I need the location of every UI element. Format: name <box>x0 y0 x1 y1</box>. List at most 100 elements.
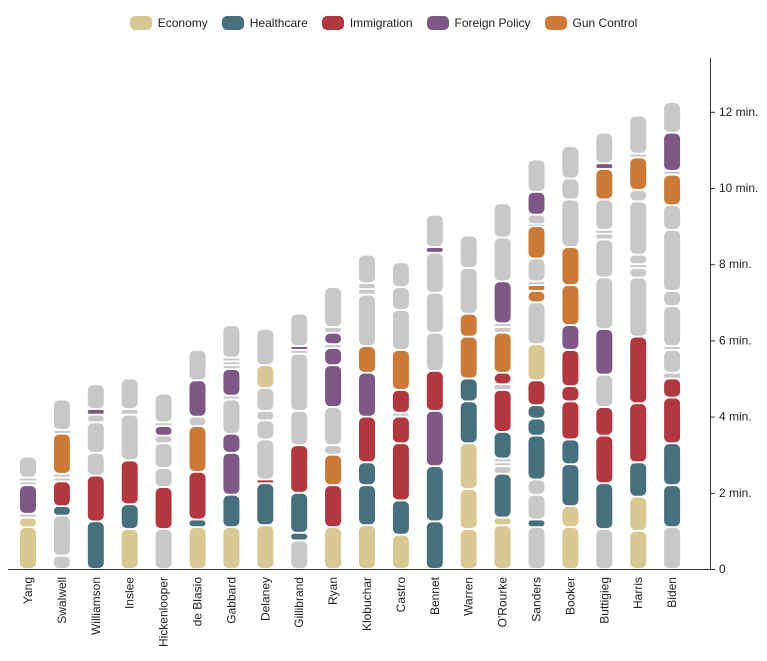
bar-segment-immigration <box>494 390 511 431</box>
bar-segment-foreign-policy <box>426 411 443 466</box>
bar-segment-healthcare <box>291 533 308 540</box>
bar-segment-economy <box>257 366 274 388</box>
bar-segment-other <box>630 154 647 157</box>
bar-segment-other <box>392 287 409 310</box>
bar-segment-healthcare <box>53 507 70 515</box>
bar-segment-other <box>291 350 308 353</box>
bar-segment-gun-control <box>664 175 681 205</box>
bar-segment-other <box>528 224 545 226</box>
bar-segment-healthcare <box>494 474 511 517</box>
bar-segment-other <box>53 478 70 481</box>
bar-segment-other <box>257 421 274 439</box>
bar-segment-other <box>87 415 104 422</box>
bar-segment-foreign-policy <box>325 366 342 407</box>
bar-segment-other <box>291 541 308 569</box>
bar-segment-other <box>562 179 579 199</box>
bar-segment-economy <box>20 518 36 527</box>
bar-segment-other <box>460 268 477 313</box>
bar-segment-economy <box>460 489 477 529</box>
legend-item-gun-control: Gun Control <box>544 16 637 30</box>
bar-segment-other <box>664 527 681 569</box>
bar-segment-healthcare <box>664 444 681 485</box>
bar-segment-foreign-policy <box>426 247 443 252</box>
bar-segment-economy <box>494 526 511 569</box>
legend-item-economy: Economy <box>129 16 208 30</box>
bar-segment-economy <box>630 531 647 569</box>
legend-swatch <box>426 16 449 30</box>
bar-segment-economy <box>20 527 36 569</box>
bar-segment-healthcare <box>189 520 206 527</box>
bar-segment-immigration <box>562 402 579 439</box>
bar-segment-other <box>494 463 511 466</box>
y-tick-label: 0 <box>719 562 726 576</box>
bar-segment-other <box>494 204 511 237</box>
bar-segment-other <box>494 327 511 332</box>
bar-segment-gun-control <box>325 455 342 485</box>
bar-segment-other <box>630 255 647 264</box>
bar-segment-gun-control <box>392 350 409 390</box>
legend-swatch <box>321 16 344 30</box>
bar-segment-other <box>87 423 104 452</box>
bar-segment-other <box>325 407 342 445</box>
bar-segment-immigration <box>53 482 70 506</box>
bar-segment-healthcare <box>426 467 443 521</box>
bar-segment-gun-control <box>460 314 477 336</box>
bar-segment-other <box>562 200 579 247</box>
bar-segment-other <box>460 236 477 268</box>
bar-segment-other <box>325 287 342 327</box>
bar-segment-immigration <box>257 480 274 483</box>
bar-segment-gun-control <box>562 247 579 285</box>
bar-segment-immigration <box>664 398 681 443</box>
bar-segment-economy <box>223 527 240 569</box>
bar-segment-gun-control <box>528 286 545 290</box>
legend-item-foreign-policy: Foreign Policy <box>426 16 531 30</box>
category-label: Klobuchar <box>360 577 374 631</box>
bar-segment-other <box>291 354 308 410</box>
bar-segment-other <box>392 310 409 350</box>
bar-segment-immigration <box>494 373 511 384</box>
bar-segment-other <box>494 324 511 327</box>
legend-label: Economy <box>157 16 208 30</box>
bar-segment-other <box>426 215 443 247</box>
bar-segment-other <box>596 133 613 163</box>
bar-segment-other <box>121 379 138 409</box>
bar-segment-other <box>155 436 172 443</box>
bar-segment-foreign-policy <box>596 164 613 169</box>
bar-segment-immigration <box>392 417 409 443</box>
bar-segment-immigration <box>155 487 172 529</box>
y-tick-label: 4 min. <box>719 410 752 424</box>
bar-segment-other <box>325 327 342 332</box>
bar-segment-other <box>155 529 172 569</box>
bar-segment-foreign-policy <box>223 453 240 494</box>
bar-segment-immigration <box>291 446 308 492</box>
bar-segment-other <box>630 202 647 254</box>
bar-segment-other <box>494 385 511 390</box>
category-label: Inslee <box>123 577 137 609</box>
category-label: Castro <box>394 577 408 613</box>
bar-segment-other <box>528 215 545 224</box>
bar-segment-healthcare <box>291 493 308 532</box>
bar-segment-immigration <box>392 444 409 500</box>
bar-segment-gun-control <box>528 227 545 258</box>
bar-segment-foreign-policy <box>223 434 240 452</box>
bar-segment-foreign-policy <box>325 348 342 365</box>
bar-segment-healthcare <box>562 465 579 506</box>
bar-segment-other <box>257 411 274 420</box>
bar-segment-other <box>359 255 375 283</box>
bar-segment-other <box>392 413 409 416</box>
bar-segment-other <box>20 478 36 481</box>
category-label: Booker <box>563 577 577 615</box>
bar-segment-other <box>528 303 545 344</box>
bar-segment-other <box>664 347 681 350</box>
category-label: Yang <box>21 577 35 604</box>
bar-segment-other <box>359 295 375 346</box>
bar-segment-other <box>325 446 342 454</box>
bar-segment-other <box>257 329 274 365</box>
bar-segment-healthcare <box>121 505 138 529</box>
bar-segment-other <box>664 171 681 174</box>
legend-swatch <box>129 16 152 30</box>
bar-segment-other <box>223 366 240 369</box>
bar-segment-other <box>53 430 70 433</box>
bar-segment-other <box>664 291 681 306</box>
bar-segment-other <box>528 527 545 569</box>
